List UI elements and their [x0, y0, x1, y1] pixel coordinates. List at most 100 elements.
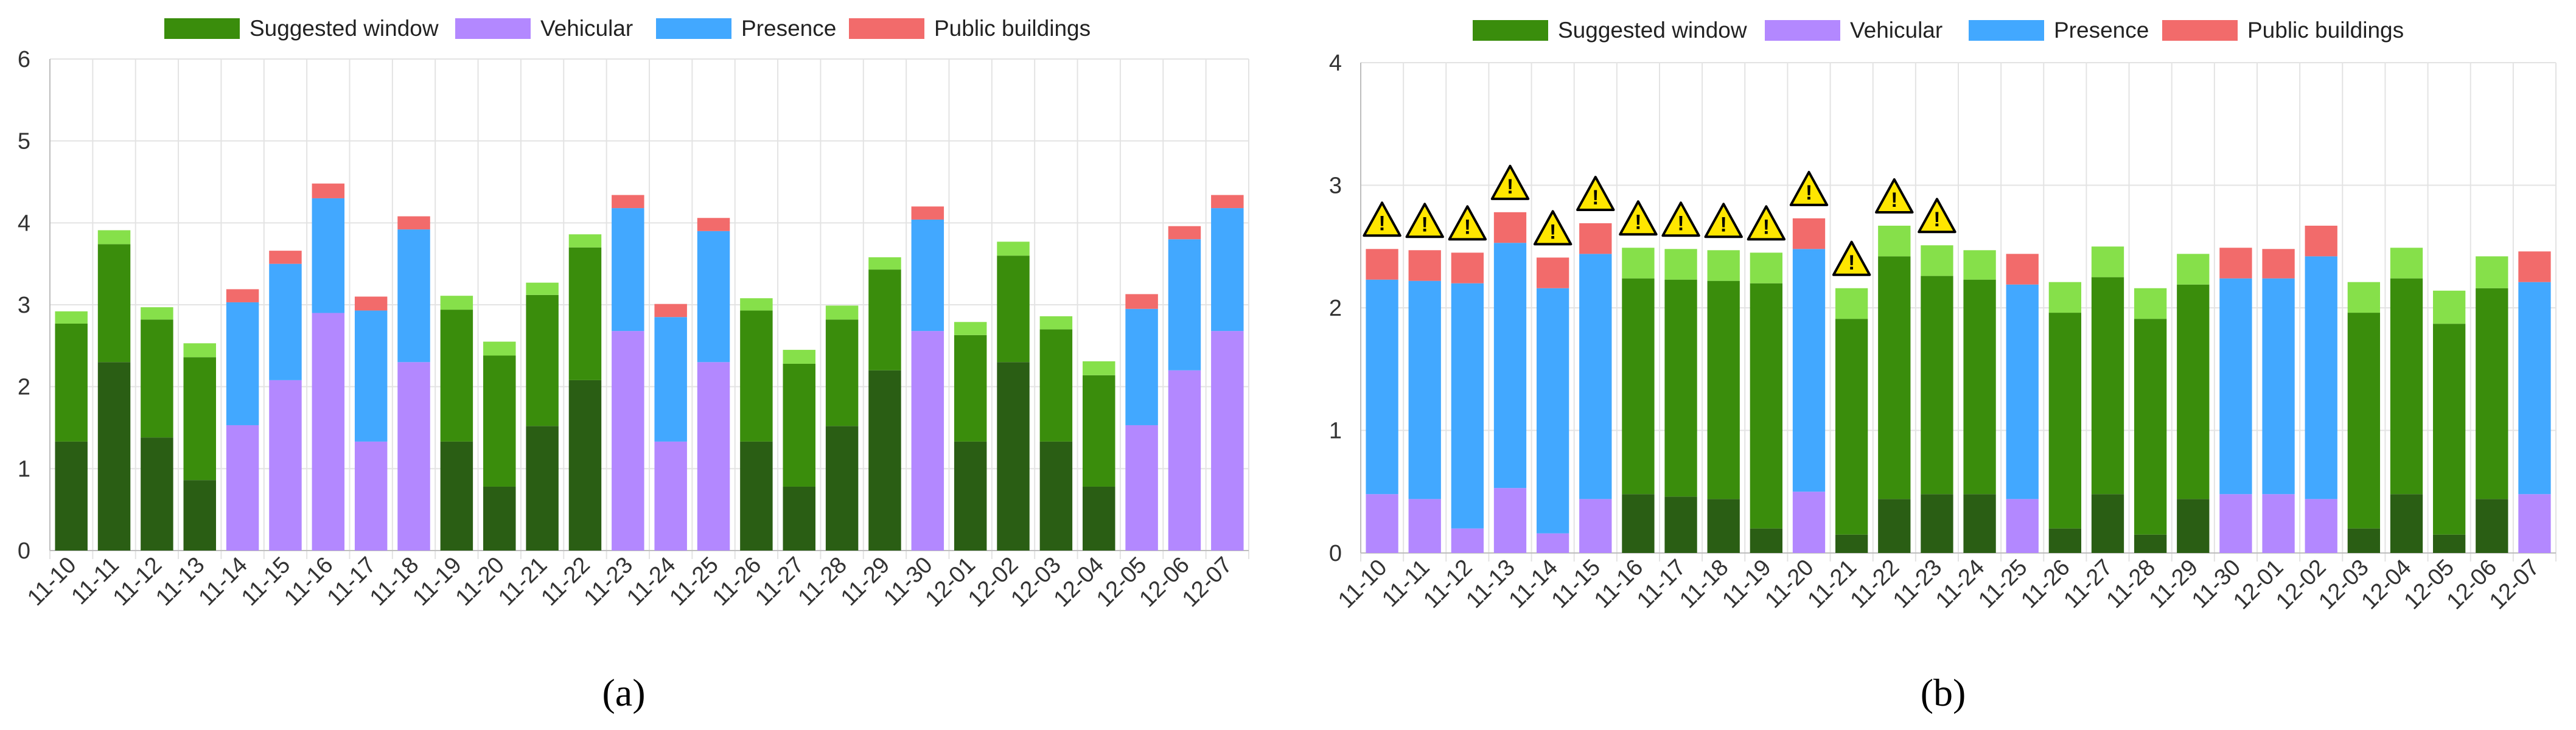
bar-segment-suggested-window — [2048, 313, 2082, 529]
bar-segment-presence — [1792, 249, 1826, 492]
warning-icon-mark: ! — [1806, 181, 1812, 204]
bar-segment-suggested-window — [55, 311, 88, 324]
y-tick-label: 0 — [1329, 541, 1342, 566]
x-tick-label: 11-20 — [1760, 555, 1818, 613]
legend-label: Public buildings — [2247, 18, 2404, 43]
bar-segment-suggested-window — [1835, 288, 1868, 319]
legend-label: Presence — [741, 16, 836, 41]
bar-segment-public-buildings — [654, 304, 687, 318]
panel-label: (a) — [602, 671, 645, 714]
bar-segment-suggested-window — [55, 441, 88, 551]
bar-segment-vehicular — [612, 331, 644, 551]
x-tick-label: 12-05 — [2400, 555, 2459, 614]
warning-icon-mark: ! — [1635, 210, 1641, 234]
bar-segment-suggested-window — [1835, 319, 1868, 535]
bar-segment-vehicular — [1792, 492, 1826, 553]
warning-icon — [1832, 240, 1871, 276]
bar-segment-suggested-window — [483, 486, 516, 551]
panel-label: (b) — [1921, 671, 1966, 714]
bar-segment-suggested-window — [740, 441, 773, 551]
legend-swatch — [1765, 20, 1840, 41]
bar-segment-public-buildings — [2518, 251, 2551, 282]
y-tick-label: 2 — [18, 375, 30, 400]
warning-icon — [1619, 200, 1658, 236]
x-tick-label: 11-12 — [108, 552, 167, 611]
bar-segment-public-buildings — [312, 183, 345, 198]
y-tick-label: 0 — [18, 538, 30, 564]
y-tick-label: 3 — [1329, 173, 1342, 199]
legend-label: Suggested window — [1558, 18, 1747, 43]
bar-segment-suggested-window — [954, 441, 987, 551]
bar-segment-suggested-window — [2347, 282, 2381, 313]
x-tick-label: 11-18 — [365, 552, 424, 611]
bar-segment-suggested-window — [1622, 248, 1655, 279]
legend-swatch — [849, 18, 924, 39]
x-tick-label: 11-16 — [279, 552, 338, 611]
x-tick-label: 12-07 — [2485, 555, 2544, 614]
bar-segment-presence — [226, 302, 259, 425]
bar-segment-presence — [2006, 284, 2039, 499]
bar-segment-vehicular — [911, 331, 944, 551]
bar-segment-suggested-window — [97, 230, 131, 245]
bar-segment-public-buildings — [1579, 223, 1612, 254]
x-tick-label: 11-19 — [408, 552, 466, 611]
bar-segment-public-buildings — [269, 251, 302, 264]
warning-icon-mark: ! — [1763, 215, 1770, 238]
warning-icon — [1789, 170, 1829, 206]
x-tick-label: 12-03 — [1006, 552, 1066, 612]
y-tick-label: 6 — [18, 47, 30, 72]
x-tick-label: 12-07 — [1178, 552, 1237, 612]
bar-segment-suggested-window — [2476, 288, 2508, 499]
y-tick-label: 4 — [1329, 50, 1342, 76]
bar-segment-suggested-window — [526, 294, 559, 426]
x-tick-label: 11-25 — [1974, 555, 2032, 613]
bar-segment-public-buildings — [354, 296, 388, 311]
bar-segment-presence — [1168, 239, 1201, 370]
bar-segment-presence — [1408, 280, 1441, 499]
legend-swatch — [2162, 20, 2238, 41]
bar-segment-presence — [911, 219, 944, 332]
bar-segment-presence — [269, 263, 302, 380]
bar-segment-public-buildings — [1536, 257, 1569, 288]
bar-segment-vehicular — [1579, 499, 1612, 553]
bar-segment-suggested-window — [97, 244, 131, 363]
x-tick-label: 12-03 — [2314, 555, 2373, 614]
bar-segment-suggested-window — [2091, 246, 2124, 277]
bar-segment-public-buildings — [1451, 252, 1484, 283]
bar-segment-suggested-window — [1963, 494, 1996, 553]
bar-segment-suggested-window — [783, 350, 815, 364]
legend-label: Presence — [2054, 18, 2149, 43]
bar-segment-presence — [1366, 279, 1398, 495]
warning-icon-mark: ! — [1933, 208, 1940, 231]
bar-segment-public-buildings — [1493, 212, 1527, 243]
bar-segment-vehicular — [1168, 370, 1201, 551]
bar-segment-suggested-window — [2091, 494, 2124, 553]
bar-segment-suggested-window — [440, 441, 473, 551]
x-tick-label: 11-27 — [2059, 555, 2117, 613]
warning-icon-mark: ! — [1422, 213, 1428, 236]
bar-segment-presence — [2518, 282, 2551, 495]
bar-segment-presence — [1211, 208, 1244, 332]
bar-segment-public-buildings — [1366, 249, 1398, 280]
bar-segment-suggested-window — [483, 355, 516, 487]
warning-icon — [1448, 205, 1487, 241]
bar-segment-suggested-window — [141, 307, 173, 320]
bar-segment-presence — [397, 229, 430, 363]
bar-segment-suggested-window — [2177, 284, 2210, 499]
bar-segment-suggested-window — [2347, 528, 2381, 553]
warning-icon-mark: ! — [1378, 212, 1385, 235]
warning-icon — [1875, 178, 1914, 214]
bar-segment-suggested-window — [1921, 245, 1953, 276]
legend-swatch — [455, 18, 531, 39]
x-tick-label: 12-04 — [1049, 552, 1109, 612]
bar-segment-suggested-window — [2134, 534, 2167, 553]
bar-segment-presence — [2305, 256, 2337, 499]
bar-segment-public-buildings — [1125, 294, 1158, 309]
warning-icon-mark: ! — [1848, 251, 1855, 274]
warning-icon-mark: ! — [1720, 213, 1727, 236]
bar-segment-suggested-window — [2177, 499, 2210, 553]
warning-icon-mark: ! — [1507, 175, 1513, 198]
bar-segment-public-buildings — [697, 218, 730, 231]
bar-segment-suggested-window — [954, 335, 987, 442]
bar-segment-presence — [1536, 288, 1569, 534]
